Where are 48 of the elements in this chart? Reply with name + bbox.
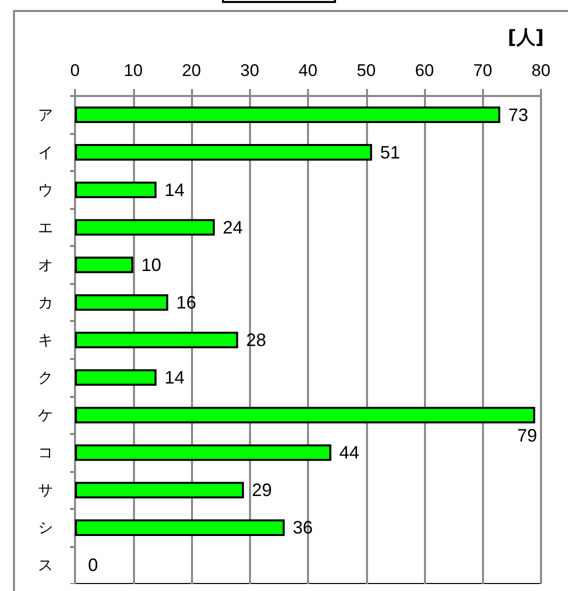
bar (75, 294, 168, 311)
y-tick-label: カ (38, 293, 53, 312)
data-label: 28 (246, 330, 266, 350)
data-label: 44 (339, 442, 360, 463)
data-label: 16 (176, 292, 196, 312)
data-label: 0 (88, 555, 98, 576)
data-label: 51 (380, 142, 400, 162)
y-tick-label: イ (38, 143, 53, 162)
data-label: 24 (222, 217, 243, 238)
x-tick-label: 70 (473, 61, 492, 80)
bar (75, 406, 536, 424)
x-axis-title: [人] (508, 26, 544, 48)
y-tick-label: ケ (38, 406, 53, 424)
x-tick-label: 20 (182, 61, 201, 80)
bar (75, 106, 500, 124)
data-label: 79 (517, 425, 538, 446)
x-tick-label: 40 (298, 61, 318, 80)
bar (75, 182, 157, 198)
x-tick-label: 50 (356, 61, 376, 80)
data-label: 14 (164, 180, 185, 200)
data-label: 10 (141, 254, 162, 275)
y-tick-label: エ (38, 218, 53, 236)
data-label: 36 (292, 518, 313, 538)
bar (75, 444, 332, 461)
y-tick-label: シ (38, 518, 53, 537)
x-tick-label: 0 (70, 61, 80, 80)
y-tick-label: サ (38, 481, 53, 500)
y-tick-label: コ (38, 444, 53, 462)
x-tick-label: 10 (124, 61, 143, 80)
bar (75, 219, 215, 236)
bar (75, 332, 238, 348)
data-label: 29 (252, 480, 272, 500)
bar (75, 482, 244, 498)
bar (75, 369, 157, 386)
y-tick-label: キ (38, 331, 53, 349)
y-tick-label: ク (38, 368, 53, 387)
x-tick-label: 30 (240, 61, 260, 80)
data-label: 73 (508, 104, 528, 125)
x-tick-label: 80 (532, 61, 550, 80)
y-tick-label: ス (38, 556, 53, 574)
bar (75, 256, 134, 274)
y-tick-label: オ (38, 256, 53, 274)
bar (75, 144, 372, 161)
x-tick-label: 60 (415, 61, 434, 80)
y-tick-label: ア (38, 106, 53, 124)
y-tick-label: ウ (38, 180, 53, 199)
bar (75, 519, 285, 536)
data-label: 14 (164, 368, 185, 388)
